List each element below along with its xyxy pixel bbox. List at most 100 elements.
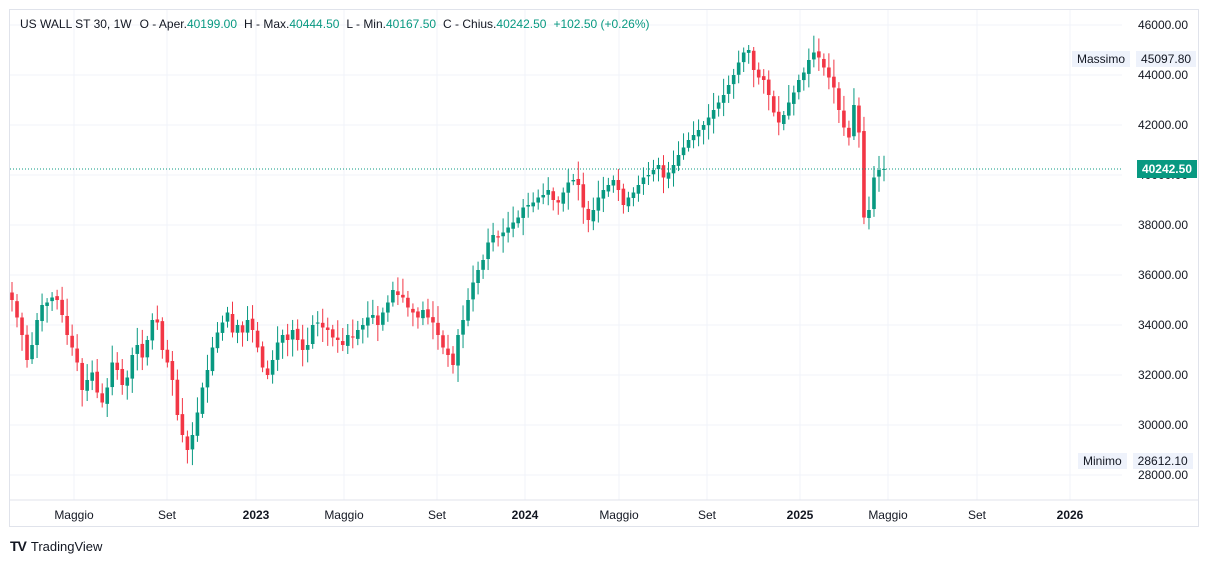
candle-body bbox=[867, 210, 871, 218]
candle-body bbox=[651, 170, 656, 175]
candle-body bbox=[340, 341, 345, 345]
candle-body bbox=[175, 379, 180, 415]
candle-body bbox=[250, 318, 255, 330]
candle-body bbox=[501, 232, 505, 237]
high-marker-label: Massimo bbox=[1072, 51, 1131, 67]
candle-body bbox=[601, 190, 606, 199]
candle-body bbox=[506, 227, 510, 233]
candle-body bbox=[75, 348, 79, 363]
candle-body bbox=[771, 96, 776, 113]
candle-body bbox=[696, 130, 701, 137]
candle-body bbox=[451, 353, 455, 365]
x-tick-label: Set bbox=[428, 508, 447, 522]
candle-body bbox=[606, 185, 611, 192]
candle-body bbox=[837, 88, 841, 110]
candle-body bbox=[185, 436, 190, 450]
candle-body bbox=[165, 349, 170, 363]
candle-body bbox=[812, 52, 816, 60]
candle-body bbox=[466, 300, 470, 321]
candle-body bbox=[827, 67, 831, 78]
candle-body bbox=[230, 313, 235, 333]
candle-body bbox=[335, 337, 340, 340]
candle-body bbox=[847, 127, 851, 138]
candle-body bbox=[571, 180, 576, 182]
candle-body bbox=[366, 317, 370, 326]
candle-body bbox=[371, 315, 375, 318]
candle-body bbox=[416, 311, 420, 318]
candle-body bbox=[711, 110, 716, 119]
candle-body bbox=[25, 334, 29, 360]
tradingview-brand[interactable]: TV TradingView bbox=[10, 538, 102, 554]
candle-body bbox=[817, 51, 821, 58]
candle-body bbox=[160, 321, 165, 350]
candle-body bbox=[681, 147, 686, 156]
candle-body bbox=[621, 188, 626, 205]
candle-body bbox=[30, 345, 34, 360]
y-tick-label: 32000.00 bbox=[1138, 368, 1188, 382]
candle-body bbox=[255, 330, 260, 348]
candle-body bbox=[756, 69, 761, 78]
candle-body bbox=[421, 310, 425, 319]
candle-body bbox=[561, 192, 566, 204]
candle-body bbox=[857, 105, 861, 133]
candle-body bbox=[701, 125, 706, 130]
candle-body bbox=[676, 155, 681, 166]
y-tick-label: 46000.00 bbox=[1138, 18, 1188, 32]
candle-body bbox=[120, 368, 125, 385]
candle-body bbox=[797, 80, 801, 93]
candle-body bbox=[260, 346, 265, 368]
ohlc-legend: US WALL ST 30, 1W O - Aper. 40199.00 H -… bbox=[20, 17, 657, 31]
candle-body bbox=[235, 325, 240, 333]
candle-body bbox=[45, 302, 49, 306]
candle-body bbox=[551, 191, 556, 200]
low-marker-value: 28612.10 bbox=[1132, 453, 1193, 469]
candle-body bbox=[401, 294, 405, 298]
y-tick-label: 44000.00 bbox=[1138, 68, 1188, 82]
candle-body bbox=[802, 72, 806, 81]
candle-body bbox=[280, 335, 285, 343]
candle-body bbox=[616, 180, 621, 190]
candle-body bbox=[646, 175, 651, 177]
candle-body bbox=[50, 297, 54, 302]
brand-name: TradingView bbox=[30, 538, 103, 554]
candle-body bbox=[411, 308, 415, 313]
candle-body bbox=[706, 117, 711, 126]
candle-body bbox=[426, 309, 430, 318]
candle-body bbox=[245, 320, 250, 333]
candle-body bbox=[330, 329, 335, 338]
candle-body bbox=[476, 270, 480, 283]
candle-body bbox=[265, 368, 270, 375]
candle-body bbox=[511, 222, 515, 229]
candle-body bbox=[305, 345, 310, 350]
candle-body bbox=[556, 200, 561, 203]
candle-body bbox=[15, 301, 19, 318]
candle-body bbox=[431, 317, 435, 323]
candle-body bbox=[325, 327, 330, 330]
candle-body bbox=[481, 260, 485, 270]
chart-frame[interactable] bbox=[9, 9, 1199, 527]
candle-body bbox=[381, 312, 385, 325]
high-marker-value: 45097.80 bbox=[1136, 51, 1197, 67]
candle-body bbox=[546, 190, 551, 195]
x-tick-label: Set bbox=[698, 508, 717, 522]
x-tick-label: Maggio bbox=[324, 508, 364, 522]
candle-body bbox=[315, 322, 320, 324]
candle-body bbox=[872, 177, 876, 210]
candle-body bbox=[641, 177, 646, 185]
candle-body bbox=[215, 332, 220, 349]
candle-body bbox=[135, 345, 140, 354]
candle-body bbox=[40, 305, 44, 322]
candle-body bbox=[110, 362, 115, 388]
candle-body bbox=[596, 197, 601, 211]
candle-body bbox=[220, 322, 225, 333]
candle-body bbox=[491, 235, 495, 243]
close-key: C - Chius. bbox=[443, 17, 497, 31]
candle-body bbox=[566, 182, 571, 193]
low-value: 40167.50 bbox=[385, 17, 437, 31]
candle-body bbox=[531, 202, 535, 207]
candle-body bbox=[60, 299, 64, 315]
candle-body bbox=[225, 312, 230, 322]
candle-body bbox=[581, 184, 586, 208]
x-tick-label: 2025 bbox=[787, 508, 814, 522]
